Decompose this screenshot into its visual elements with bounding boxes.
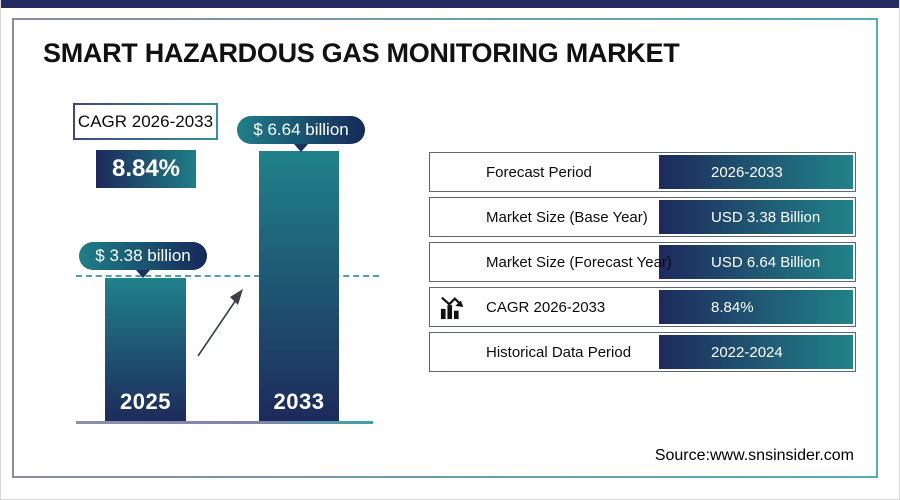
table-row: Forecast Period 2026-2033: [429, 152, 856, 192]
callout-pointer-icon: [136, 270, 150, 278]
table-row: CAGR 2026-2033 8.84%: [429, 287, 856, 327]
value-callout-2025-label: $ 3.38 billion: [95, 246, 191, 265]
cagr-period-box: CAGR 2026-2033: [73, 103, 218, 140]
row-label-text: CAGR 2026-2033: [486, 298, 606, 316]
growth-arrow-icon: [197, 289, 243, 357]
row-label: Market Size (Base Year): [486, 208, 648, 226]
value-callout-2033: $ 6.64 billion: [237, 116, 365, 152]
row-value: 2026-2033: [659, 155, 853, 189]
table-row: Historical Data Period 2022-2024: [429, 332, 856, 372]
cagr-period-label: CAGR 2026-2033: [77, 111, 214, 131]
summary-table: Forecast Period 2026-2033 Market Size (B…: [429, 152, 856, 377]
row-label: Historical Data Period: [486, 343, 632, 361]
bar-2025: 2025: [105, 278, 186, 421]
decline-chart-icon: [440, 296, 464, 320]
bar-2033-year-label: 2033: [273, 389, 325, 414]
cagr-value-label: 8.84%: [111, 155, 181, 182]
row-value: USD 6.64 Billion: [659, 245, 853, 279]
row-label: CAGR 2026-2033: [432, 290, 659, 324]
bar-2025-year-label: 2025: [120, 389, 171, 414]
row-label: Forecast Period: [486, 163, 592, 181]
callout-pointer-icon: [294, 144, 308, 152]
row-value: 2022-2024: [659, 335, 853, 369]
row-value: USD 3.38 Billion: [659, 200, 853, 234]
chart-baseline: [76, 421, 373, 424]
table-row: Market Size (Forecast Year) USD 6.64 Bil…: [429, 242, 856, 282]
table-row: Market Size (Base Year) USD 3.38 Billion: [429, 197, 856, 237]
page-title: SMART HAZARDOUS GAS MONITORING MARKET: [43, 38, 680, 68]
bar-2033: 2033: [259, 151, 339, 421]
value-callout-2033-label: $ 6.64 billion: [253, 120, 349, 139]
row-value: 8.84%: [659, 290, 853, 324]
row-label: Market Size (Forecast Year): [486, 253, 672, 271]
value-callout-2025: $ 3.38 billion: [79, 242, 207, 278]
top-accent-bar: [1, 0, 899, 8]
reference-dashed-line: [76, 275, 379, 277]
cagr-value-box: 8.84%: [96, 150, 196, 188]
source-text: Source:www.snsinsider.com: [654, 447, 854, 464]
